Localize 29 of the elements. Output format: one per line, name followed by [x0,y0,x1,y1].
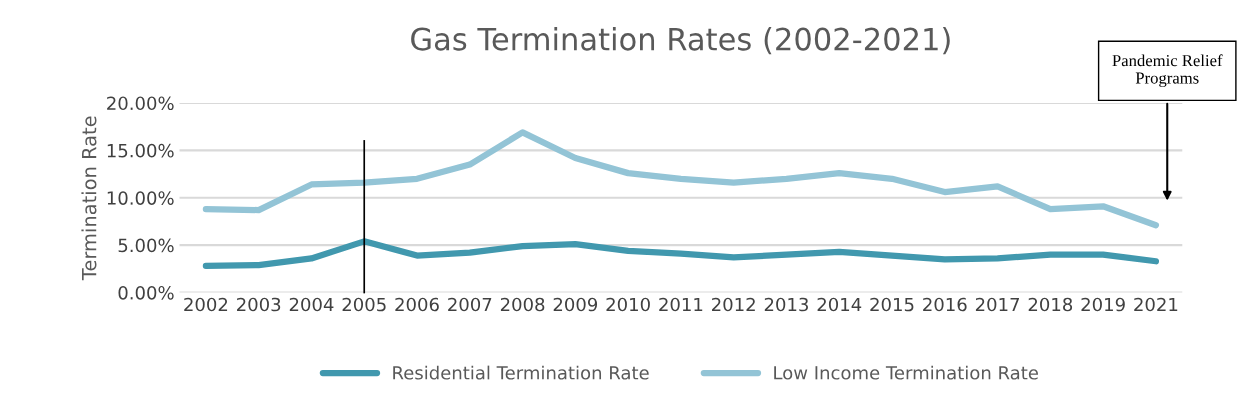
y-tick-label: 5.00% [118,238,174,253]
x-tick-label: 2005 [342,297,386,312]
x-tick-label: 2003 [237,297,281,312]
x-tick-label: 2017 [975,297,1019,312]
x-tick-label: 2021 [1134,297,1178,312]
y-axis-title: Termination Rate [81,116,97,281]
x-tick-label: 2015 [870,297,914,312]
x-tick-label: 2010 [606,297,650,312]
y-tick-label: 15.00% [107,143,174,158]
y-tick-label: 20.00% [107,96,174,111]
x-tick-label: 2007 [448,297,492,312]
x-tick-label: 2006 [395,297,439,312]
text: Pandemic Relief Programs [1112,54,1223,88]
chart-title: Gas Termination Rates (2002-2021) [411,27,950,55]
x-tick-label: 2016 [923,297,967,312]
x-tick-label: 2018 [1028,297,1073,312]
x-tick-label: 2019 [1081,297,1125,312]
y-tick-label: 0.00% [118,285,174,300]
legend-label: Low Income Termination Rate [774,365,1038,380]
x-tick-label: 2008 [500,297,545,312]
x-tick-label: 2012 [712,297,755,312]
x-tick-label: 2002 [184,297,228,312]
x-tick-label: 2014 [817,297,862,312]
x-tick-label: 2004 [289,297,334,312]
legend-label: Residential Termination Rate [393,365,649,380]
y-tick-label: 10.00% [107,191,174,205]
x-tick-label: 2009 [553,297,598,312]
x-tick-label: 2011 [659,297,703,312]
x-tick-label: 2013 [764,297,808,312]
